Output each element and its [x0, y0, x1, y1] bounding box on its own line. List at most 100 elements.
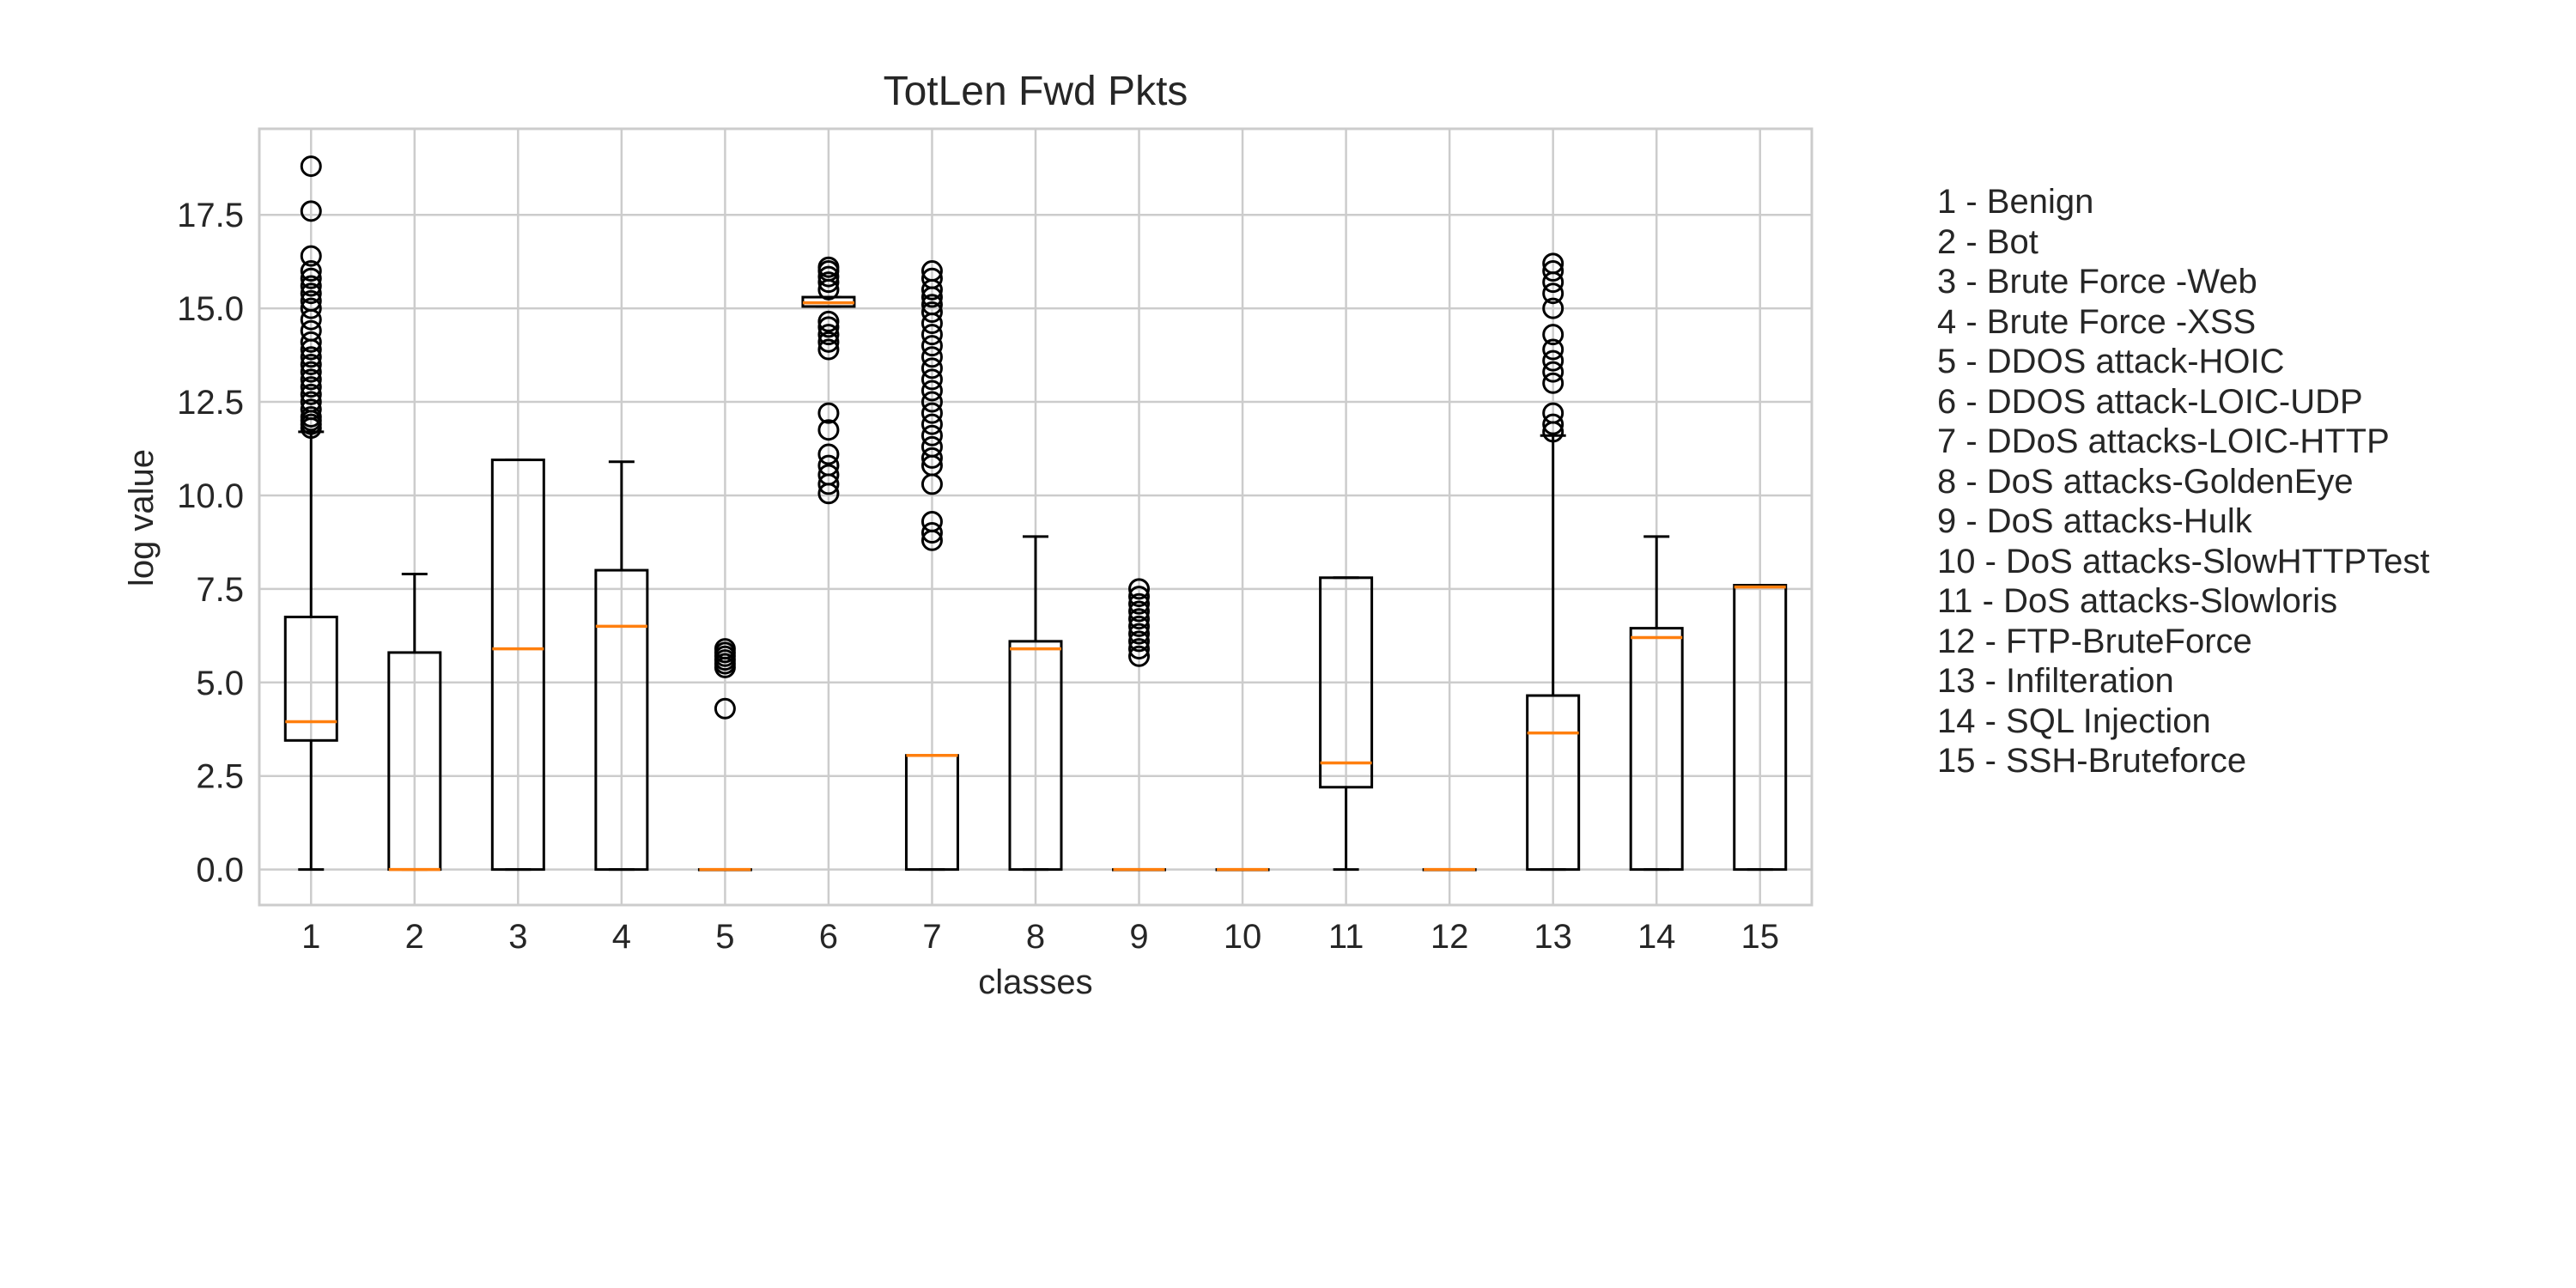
x-tick-label: 2 — [405, 918, 424, 956]
y-tick-label: 10.0 — [177, 477, 244, 515]
outlier-point — [1542, 372, 1564, 394]
outlier-point — [300, 267, 322, 289]
outlier-point — [920, 424, 943, 447]
box-class-14 — [1629, 535, 1684, 872]
legend-entry: 9 - DoS attacks-Hulk — [1937, 502, 2252, 540]
x-tick-label: 9 — [1129, 918, 1148, 956]
outlier-point — [920, 391, 943, 413]
x-tick-label: 3 — [508, 918, 527, 956]
outlier-point — [920, 294, 943, 316]
outlier-point — [920, 447, 943, 469]
outlier-point — [920, 380, 943, 402]
outlier-point — [1542, 283, 1564, 305]
outlier-point — [920, 301, 943, 323]
outlier-point — [1542, 361, 1564, 383]
box-class-2 — [387, 572, 442, 872]
outlier-point — [920, 357, 943, 380]
y-tick-label: 12.5 — [177, 384, 244, 422]
outlier-point — [714, 638, 736, 660]
outlier-point — [1542, 338, 1564, 361]
outlier-point — [300, 275, 322, 297]
box-class-11 — [1319, 576, 1374, 872]
outlier-point — [1542, 252, 1564, 275]
outlier-point — [920, 435, 943, 458]
plot-frame — [258, 127, 1814, 907]
outlier-point — [300, 361, 322, 383]
x-tick-label: 1 — [301, 918, 320, 956]
x-tick-label: 7 — [922, 918, 941, 956]
outlier-point — [920, 402, 943, 424]
box-iqr — [1629, 627, 1684, 872]
legend-entry: 13 - Infilteration — [1937, 662, 2174, 700]
x-tick-labels: 1 2 3 4 5 6 7 8 9 10 11 12 13 14 15 — [301, 918, 1779, 956]
outlier-point — [817, 419, 840, 441]
outlier-point — [300, 245, 322, 267]
outlier-point — [300, 376, 322, 398]
outlier-point — [1128, 586, 1151, 608]
chart-title: TotLen Fwd Pkts — [884, 69, 1188, 114]
outlier-point — [817, 331, 840, 353]
y-tick-label: 5.0 — [196, 665, 244, 702]
outlier-point — [300, 346, 322, 368]
outlier-point — [300, 391, 322, 413]
outlier-point — [920, 413, 943, 435]
box-iqr — [490, 459, 545, 872]
box-class-9 — [1112, 578, 1167, 872]
y-tick-label: 15.0 — [177, 290, 244, 328]
y-tick-label: 7.5 — [196, 571, 244, 609]
outlier-point — [1542, 349, 1564, 372]
outlier-point — [920, 510, 943, 532]
outlier-point — [817, 402, 840, 424]
box-class-6 — [801, 256, 856, 505]
outlier-point — [1128, 608, 1151, 630]
outlier-point — [300, 398, 322, 421]
x-tick-label: 6 — [819, 918, 838, 956]
outlier-point — [817, 338, 840, 361]
box-class-5 — [697, 638, 752, 872]
outlier-point — [1128, 638, 1151, 660]
outlier-point — [1542, 324, 1564, 346]
outlier-point — [1542, 260, 1564, 283]
x-tick-label: 10 — [1224, 918, 1262, 956]
outlier-point — [817, 271, 840, 294]
legend-entry: 4 - Brute Force -XSS — [1937, 302, 2257, 341]
outlier-point — [920, 267, 943, 289]
x-tick-label: 5 — [715, 918, 734, 956]
outlier-point — [300, 319, 322, 342]
y-tick-label: 2.5 — [196, 758, 244, 796]
box-iqr — [1733, 584, 1788, 872]
x-tick-label: 15 — [1741, 918, 1779, 956]
outlier-point — [817, 256, 840, 278]
box-class-1 — [283, 155, 338, 872]
box-iqr — [1526, 694, 1581, 872]
outlier-point — [920, 324, 943, 346]
legend-entry: 12 - FTP-BruteForce — [1937, 622, 2252, 660]
outlier-point — [300, 155, 322, 178]
box-class-13 — [1526, 252, 1581, 872]
legend-entry: 15 - SSH-Bruteforce — [1937, 742, 2247, 780]
outlier-point — [1128, 623, 1151, 645]
box-class-4 — [594, 460, 649, 872]
outlier-point — [1128, 578, 1151, 600]
outlier-point — [817, 310, 840, 332]
legend-entry: 11 - DoS attacks-Slowloris — [1937, 582, 2338, 620]
box-class-10 — [1215, 867, 1270, 872]
outlier-point — [1128, 600, 1151, 623]
legend-entry: 3 - Brute Force -Web — [1937, 263, 2257, 301]
outlier-point — [817, 324, 840, 346]
box-iqr — [1008, 640, 1063, 872]
legend-entry: 10 - DoS attacks-SlowHTTPTest — [1937, 542, 2430, 580]
outlier-point — [1542, 297, 1564, 319]
y-axis-label: log value — [123, 449, 161, 586]
outlier-point — [920, 522, 943, 544]
outlier-point — [300, 297, 322, 319]
outlier-point — [300, 283, 322, 305]
outlier-point — [300, 368, 322, 391]
outlier-point — [817, 454, 840, 477]
outlier-point — [300, 405, 322, 428]
outlier-point — [920, 260, 943, 283]
legend-entry: 5 - DDOS attack-HOIC — [1937, 343, 2285, 380]
x-tick-label: 4 — [612, 918, 631, 956]
box-class-3 — [490, 459, 545, 872]
outlier-point — [817, 464, 840, 486]
